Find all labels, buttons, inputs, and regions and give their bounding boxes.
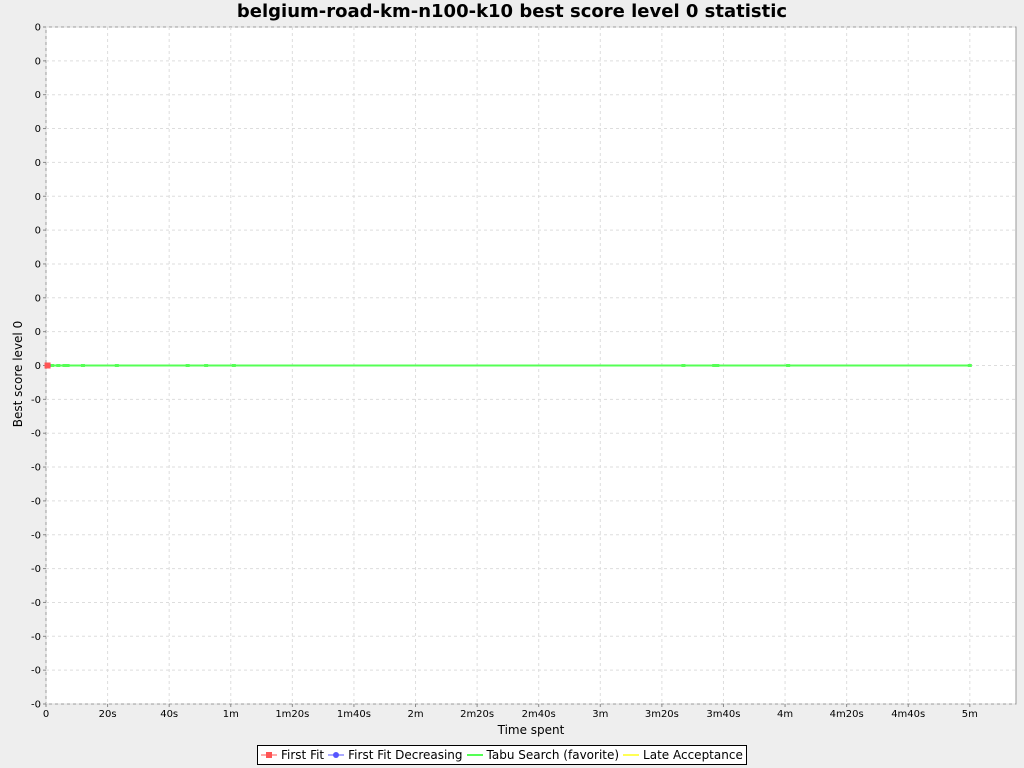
y-tick-label: 0	[35, 192, 41, 203]
data-point	[681, 364, 686, 367]
data-point	[65, 364, 70, 367]
data-point	[185, 364, 190, 367]
y-tick-label: 0	[35, 158, 41, 169]
legend-label: Late Acceptance	[643, 748, 743, 762]
series-tabu-search-favorite	[46, 364, 972, 367]
legend-item: First Fit	[261, 748, 324, 762]
data-point	[715, 364, 720, 367]
y-tick-label: 0	[35, 56, 41, 67]
y-tick-label: -0	[31, 666, 41, 677]
legend-swatch	[466, 750, 483, 760]
data-point	[80, 364, 85, 367]
legend-item: First Fit Decreasing	[328, 748, 463, 762]
series-layer	[44, 362, 972, 369]
data-point	[62, 364, 67, 367]
legend-item: Tabu Search (favorite)	[466, 748, 620, 762]
x-tick-label: 3m40s	[706, 709, 740, 720]
legend-label: Tabu Search (favorite)	[486, 748, 620, 762]
y-tick-label: -0	[31, 496, 41, 507]
y-tick-label: -0	[31, 530, 41, 541]
x-axis-title: Time spent	[497, 723, 565, 737]
y-tick-label: 0	[35, 23, 41, 34]
y-tick-label: 0	[35, 327, 41, 338]
legend: First Fit First Fit Decreasing Tabu Search…	[257, 745, 747, 765]
y-tick-label: -0	[31, 598, 41, 609]
legend-swatch	[261, 750, 277, 760]
legend-swatch	[328, 750, 345, 760]
data-point	[786, 364, 791, 367]
y-tick-label: 0	[35, 259, 41, 270]
x-tick-label: 1m20s	[275, 709, 309, 720]
legend-item: Late Acceptance	[623, 748, 743, 762]
y-tick-label: -0	[31, 564, 41, 575]
y-tick-label: 0	[35, 124, 41, 135]
y-tick-label: -0	[31, 429, 41, 440]
data-point	[114, 364, 119, 367]
data-point	[50, 364, 55, 367]
data-point	[56, 364, 61, 367]
data-point	[44, 362, 51, 369]
x-tick-label: 2m40s	[522, 709, 556, 720]
data-point	[231, 364, 236, 367]
series-first-fit	[44, 362, 51, 369]
x-tick-label: 0	[43, 709, 49, 720]
chart-title: belgium-road-km-n100-k10 best score leve…	[236, 1, 788, 22]
y-tick-label: 0	[35, 90, 41, 101]
y-axis: 0 0 0 0 0 0 0 0 0 0 0 -0 -0 -0 -0 -0 -0 -0 -0 -0 -0	[31, 23, 46, 711]
x-tick-label: 4m40s	[891, 709, 925, 720]
y-tick-label: 0	[35, 293, 41, 304]
x-tick-label: 2m20s	[460, 709, 494, 720]
data-point	[712, 364, 717, 367]
y-tick-label: -0	[31, 463, 41, 474]
x-tick-label: 5m	[962, 709, 978, 720]
legend-label: First Fit	[281, 748, 325, 762]
x-tick-label: 20s	[99, 709, 117, 720]
legend-swatch	[623, 750, 640, 760]
y-tick-label: -0	[31, 700, 41, 711]
x-tick-label: 3m	[592, 709, 608, 720]
x-axis: 0 20s 40s 1m 1m20s 1m40s 2m 2m20s 2m40s 3m 3m20s 3m…	[43, 704, 978, 720]
y-tick-label: 0	[35, 226, 41, 237]
y-tick-label: -0	[31, 395, 41, 406]
x-tick-label: 4m	[777, 709, 793, 720]
y-tick-label: -0	[31, 632, 41, 643]
y-axis-title: Best score level 0	[11, 321, 25, 427]
y-tick-label: 0	[35, 361, 41, 372]
x-tick-label: 4m20s	[830, 709, 864, 720]
x-tick-label: 2m	[407, 709, 423, 720]
x-tick-label: 1m	[223, 709, 239, 720]
x-tick-label: 40s	[160, 709, 178, 720]
data-point	[967, 364, 972, 367]
legend-label: First Fit Decreasing	[348, 748, 463, 762]
x-tick-label: 1m40s	[337, 709, 371, 720]
x-tick-label: 3m20s	[645, 709, 679, 720]
data-point	[204, 364, 209, 367]
